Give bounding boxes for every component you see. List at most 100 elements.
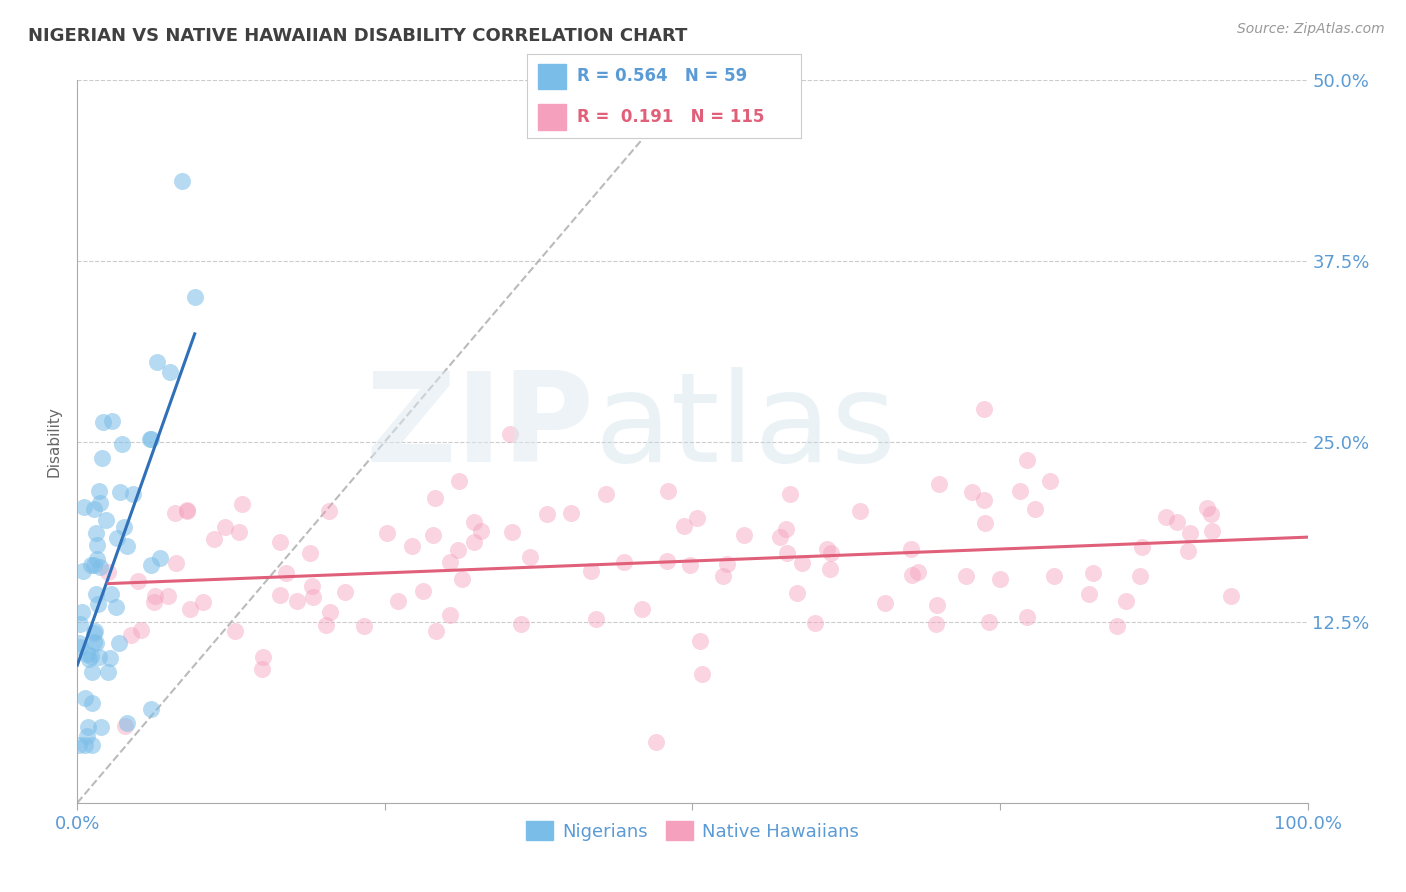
Text: R =  0.191   N = 115: R = 0.191 N = 115 [576, 108, 763, 126]
Point [519, 549, 541, 564]
Point [1199, 508, 1222, 522]
Point [988, 572, 1011, 586]
Point [101, 414, 124, 428]
Point [631, 601, 654, 615]
Point [69, 640, 91, 654]
Point [120, 628, 142, 642]
Point [84, 624, 107, 638]
Point [250, 662, 273, 676]
Point [686, 511, 709, 525]
Point [815, 541, 838, 556]
Point [1166, 515, 1188, 529]
Point [97, 665, 120, 679]
Point [89, 559, 111, 574]
Point [425, 624, 447, 639]
Point [820, 546, 842, 560]
Point [1177, 543, 1199, 558]
Point [86, 538, 108, 552]
Y-axis label: Disability: Disability [46, 406, 62, 477]
Point [72, 565, 94, 579]
Point [689, 634, 711, 648]
Point [224, 624, 246, 639]
Point [83, 626, 105, 640]
Point [672, 519, 695, 533]
Point [115, 716, 138, 731]
Point [77, 652, 100, 666]
Point [873, 596, 896, 610]
Point [423, 491, 446, 505]
Point [80, 665, 103, 679]
Point [139, 432, 162, 446]
Point [129, 623, 152, 637]
Point [83, 635, 105, 649]
Point [1115, 594, 1137, 608]
Point [907, 565, 929, 579]
Point [353, 618, 375, 632]
Point [97, 565, 120, 579]
Point [84, 636, 107, 650]
Point [146, 355, 169, 369]
Legend: Nigerians, Native Hawaiians: Nigerians, Native Hawaiians [519, 814, 866, 848]
Point [149, 551, 172, 566]
Point [925, 616, 948, 631]
Point [585, 612, 607, 626]
Point [87, 483, 110, 498]
Point [84, 526, 107, 541]
Point [1043, 568, 1066, 582]
Point [679, 558, 702, 573]
Point [83, 501, 105, 516]
Point [176, 504, 198, 518]
Text: NIGERIAN VS NATIVE HAWAIIAN DISABILITY CORRELATION CHART: NIGERIAN VS NATIVE HAWAIIAN DISABILITY C… [28, 27, 688, 45]
Point [450, 573, 472, 587]
Point [252, 649, 274, 664]
Point [75, 738, 97, 752]
Point [157, 589, 180, 603]
Point [733, 528, 755, 542]
Point [401, 539, 423, 553]
Point [269, 535, 291, 549]
Point [900, 542, 922, 557]
Point [333, 585, 356, 599]
Point [1220, 589, 1243, 603]
Point [76, 729, 98, 743]
Point [977, 615, 1000, 630]
Point [122, 487, 145, 501]
Point [87, 598, 110, 612]
Point [112, 520, 135, 534]
Point [1195, 501, 1218, 516]
Point [143, 589, 166, 603]
Point [67, 636, 90, 650]
Point [80, 696, 103, 710]
Point [67, 738, 90, 752]
Bar [538, 104, 565, 130]
Point [790, 556, 813, 570]
Point [94, 513, 117, 527]
Point [711, 568, 734, 582]
Point [202, 532, 225, 546]
Point [439, 555, 461, 569]
Point [183, 290, 205, 304]
Point [93, 415, 115, 429]
Point [1078, 587, 1101, 601]
Point [928, 477, 950, 491]
Point [470, 524, 492, 538]
Point [86, 551, 108, 566]
Point [1008, 484, 1031, 499]
Point [595, 486, 617, 500]
Point [90, 450, 112, 465]
Point [142, 594, 165, 608]
Text: ZIP: ZIP [366, 367, 595, 488]
Point [692, 667, 714, 681]
Point [1024, 502, 1046, 516]
Point [80, 649, 103, 664]
Point [775, 522, 797, 536]
Point [375, 526, 398, 541]
Point [1201, 524, 1223, 538]
Point [510, 617, 533, 632]
Point [439, 607, 461, 622]
Point [89, 496, 111, 510]
Point [73, 500, 96, 515]
Point [1039, 474, 1062, 488]
Point [100, 587, 122, 601]
Point [301, 579, 323, 593]
